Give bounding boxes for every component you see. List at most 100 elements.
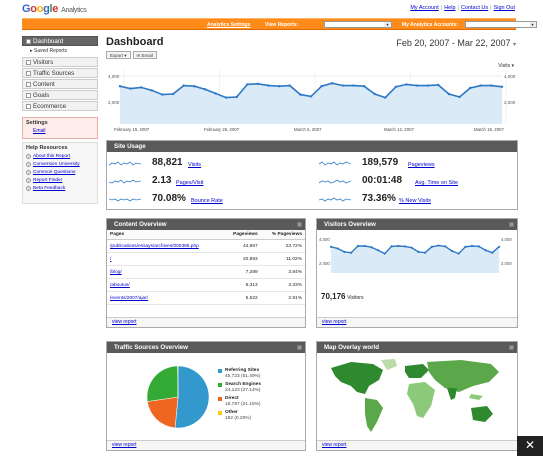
data-point[interactable] [403,245,407,248]
data-point[interactable] [309,95,313,98]
data-point[interactable] [350,251,353,254]
data-point[interactable] [383,252,386,255]
panel-menu-icon[interactable] [509,345,514,350]
data-point[interactable] [203,88,207,91]
page-link[interactable]: /blog/ [107,265,224,279]
data-point[interactable] [423,251,427,254]
data-point[interactable] [214,92,217,95]
metric-label-link[interactable]: Pageviews [408,162,435,168]
column-header[interactable]: Pageviews [223,230,261,240]
map-south-america[interactable] [365,398,383,432]
data-point[interactable] [329,245,333,248]
data-point[interactable] [410,246,413,249]
accounts-select[interactable]: ▾ [465,21,537,28]
email-button[interactable]: ✉ Email [132,51,157,59]
sidebar-item-content[interactable]: Content [22,79,98,89]
data-point[interactable] [336,247,339,250]
data-point[interactable] [235,95,238,99]
panel-menu-icon[interactable] [297,222,302,227]
data-point[interactable] [341,84,345,87]
view-reports-select[interactable]: ▾ [324,21,392,28]
map-africa[interactable] [407,382,435,418]
data-point[interactable] [320,85,323,88]
sidebar-item-goals[interactable]: Goals [22,90,98,100]
map-australia[interactable] [471,406,493,422]
pie-slice[interactable] [174,365,210,429]
data-point[interactable] [384,96,387,99]
metric-label-link[interactable]: Bounce Rate [191,198,223,204]
sign-out-link[interactable]: Sign Out [493,5,515,11]
data-point[interactable] [491,251,494,254]
view-report-link[interactable]: view report [112,319,137,325]
data-point[interactable] [331,82,334,85]
my-account-link[interactable]: My Account [410,5,439,11]
data-point[interactable] [426,84,429,87]
sidebar-item-traffic-sources[interactable]: Traffic Sources [22,68,98,78]
email-settings-link[interactable]: Email [33,128,46,134]
data-point[interactable] [464,245,467,248]
google-analytics-logo[interactable]: Google Analytics [22,3,87,15]
view-report-link[interactable]: view report [322,442,347,448]
data-point[interactable] [444,245,447,248]
data-point[interactable] [390,245,393,248]
data-point[interactable] [171,92,175,96]
sidebar-item-dashboard[interactable]: Dashboard [22,36,98,46]
column-header[interactable]: Pages [107,230,224,240]
data-point[interactable] [277,85,281,88]
data-point[interactable] [193,85,196,88]
export-button[interactable]: Export ▾ [106,51,131,59]
date-range-picker[interactable]: Feb 20, 2007 - Mar 22, 2007 ▾ [396,38,516,48]
panel-menu-icon[interactable] [509,222,514,227]
data-point[interactable] [450,249,454,253]
data-point[interactable] [437,83,440,87]
data-point[interactable] [363,244,366,248]
help-link-about-report[interactable]: ? About this Report [26,154,94,159]
data-point[interactable] [370,246,373,249]
page-link[interactable]: /aboutus/ [107,278,224,292]
data-point[interactable] [118,85,122,88]
data-point[interactable] [457,252,460,255]
data-point[interactable] [224,96,228,99]
metric-dropdown[interactable]: Visits ▾ [498,63,514,69]
data-point[interactable] [256,82,260,85]
data-point[interactable] [140,86,143,89]
saved-reports-link[interactable]: ▸ Saved Reports [30,48,67,54]
sidebar-item-ecommerce[interactable]: Ecommerce [22,101,98,111]
data-point[interactable] [458,95,461,99]
data-point[interactable] [479,84,482,87]
data-point[interactable] [161,93,164,96]
pie-slice[interactable] [146,365,179,402]
map-asia[interactable] [427,360,499,392]
map-greenland[interactable] [381,359,397,370]
data-point[interactable] [299,93,302,96]
view-report-link[interactable]: view report [112,442,137,448]
data-point[interactable] [497,245,501,248]
help-link-common-questions[interactable]: ? Common Questions [26,170,94,175]
help-link-report-finder[interactable]: ? Report Finder [26,178,94,183]
analytics-settings-link[interactable]: Analytics Settings [207,22,251,28]
data-point[interactable] [129,87,132,90]
map-europe[interactable] [405,364,429,378]
data-point[interactable] [430,245,433,248]
data-point[interactable] [437,244,440,247]
page-link[interactable]: / [107,252,224,266]
data-point[interactable] [417,250,420,253]
data-point[interactable] [373,92,376,96]
data-point[interactable] [150,89,154,92]
pie-slice[interactable] [147,396,179,429]
metric-label-link[interactable]: Avg. Time on Site [415,180,459,186]
metric-label-link[interactable]: % New Visits [399,198,431,204]
data-point[interactable] [376,249,380,252]
help-link-conversion-university[interactable]: ? Conversion University [26,162,94,167]
page-link[interactable]: /events/2007/ajar/ [107,291,224,305]
help-link-beta-feedback[interactable]: ? Beta Feedback [26,186,94,191]
close-button[interactable]: ✕ [517,436,543,456]
view-report-link[interactable]: view report [322,319,347,325]
help-link[interactable]: Help [444,5,456,11]
data-point[interactable] [447,92,451,96]
data-point[interactable] [182,84,185,87]
data-point[interactable] [471,244,474,248]
data-point[interactable] [288,84,291,87]
data-point[interactable] [343,250,346,253]
data-point[interactable] [484,249,487,252]
